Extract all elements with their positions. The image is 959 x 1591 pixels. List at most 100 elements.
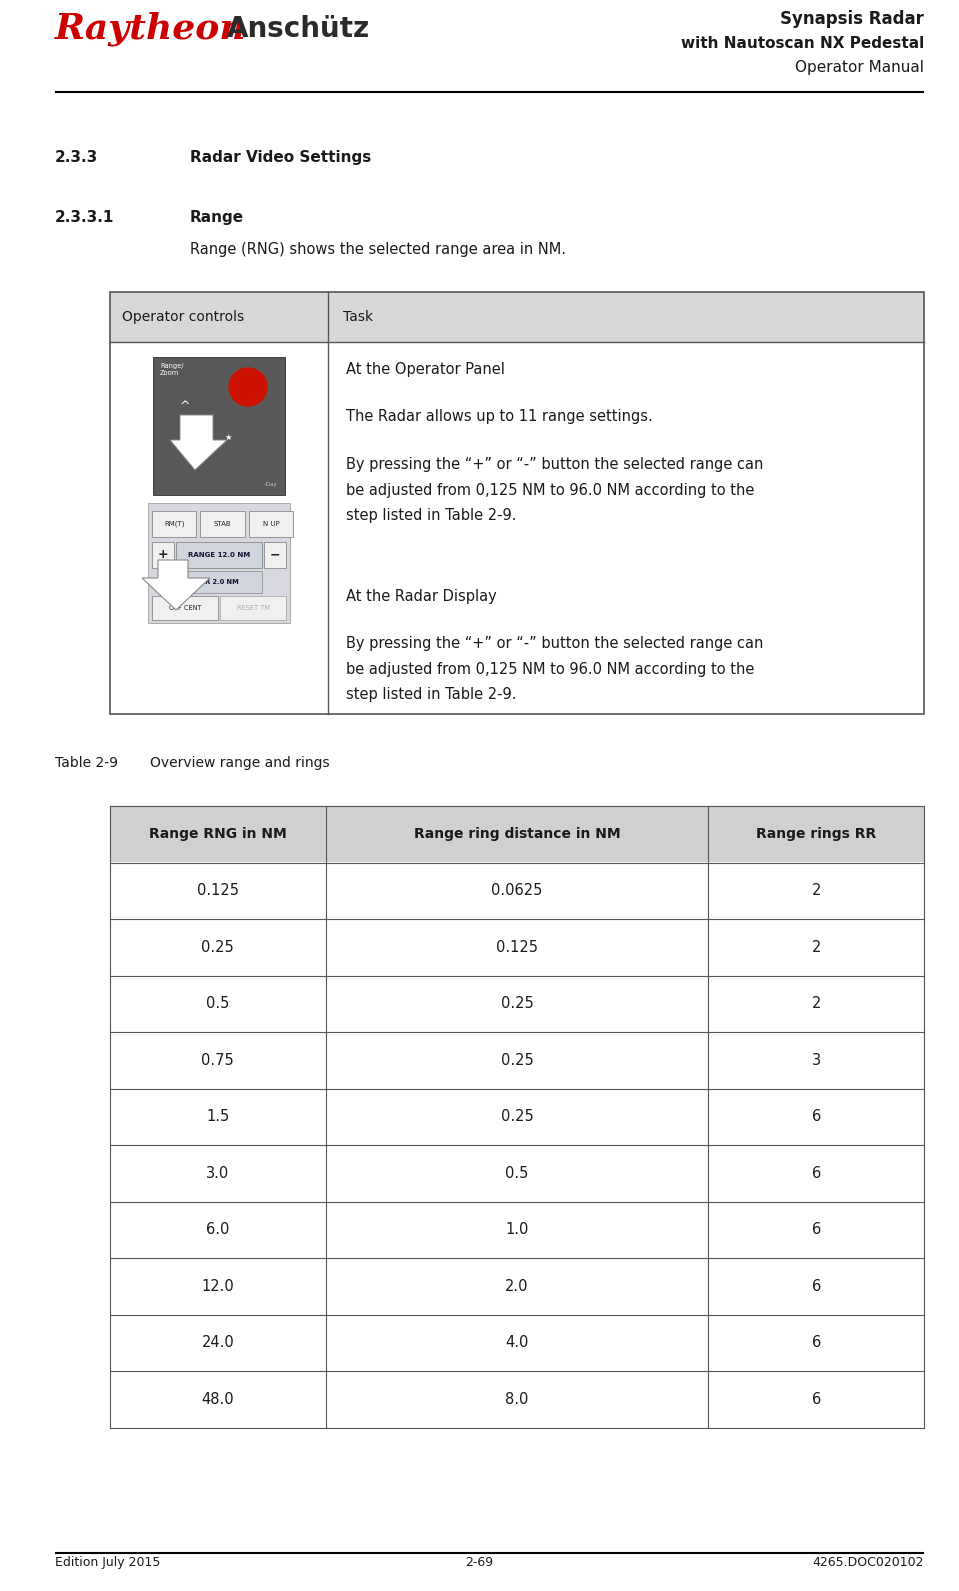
Text: 6.0: 6.0: [206, 1222, 229, 1238]
Text: Task: Task: [343, 310, 373, 325]
Text: 0.25: 0.25: [501, 1053, 533, 1068]
Text: 2: 2: [811, 996, 821, 1012]
Text: 2.3.3: 2.3.3: [55, 150, 98, 165]
Text: 2-69: 2-69: [465, 1556, 494, 1569]
Text: +: +: [157, 549, 169, 562]
Text: 6: 6: [811, 1109, 821, 1125]
Text: By pressing the “+” or “-” button the selected range can: By pressing the “+” or “-” button the se…: [346, 636, 763, 651]
Text: 0.5: 0.5: [206, 996, 229, 1012]
Bar: [152, 597, 218, 620]
Bar: [110, 862, 924, 920]
Text: 6: 6: [811, 1279, 821, 1293]
Text: Range/
Zoom: Range/ Zoom: [160, 363, 183, 375]
Text: 8.0: 8.0: [505, 1392, 528, 1406]
Bar: [152, 511, 197, 538]
Text: Raytheon: Raytheon: [55, 13, 246, 46]
Polygon shape: [170, 415, 227, 469]
Text: 2.3.3.1: 2.3.3.1: [55, 210, 114, 224]
Text: 0.25: 0.25: [501, 996, 533, 1012]
Text: ★: ★: [224, 433, 232, 441]
Bar: [110, 293, 924, 714]
Text: *: *: [182, 426, 187, 438]
Text: −: −: [269, 549, 280, 562]
Text: Operator Manual: Operator Manual: [795, 60, 924, 75]
Bar: [110, 1088, 924, 1146]
Text: 12.0: 12.0: [201, 1279, 234, 1293]
Text: 0.25: 0.25: [201, 940, 234, 955]
Text: Radar Video Settings: Radar Video Settings: [190, 150, 371, 165]
Bar: [153, 356, 285, 495]
Text: 3: 3: [811, 1053, 821, 1068]
Text: be adjusted from 0,125 NM to 96.0 NM according to the: be adjusted from 0,125 NM to 96.0 NM acc…: [346, 482, 755, 498]
Text: Range (RNG) shows the selected range area in NM.: Range (RNG) shows the selected range are…: [190, 242, 566, 258]
Text: Range: Range: [190, 210, 245, 224]
Bar: [152, 543, 174, 568]
Bar: [110, 1258, 924, 1314]
Text: 0.125: 0.125: [496, 940, 538, 955]
Bar: [110, 807, 924, 862]
Circle shape: [229, 368, 267, 406]
Bar: [220, 597, 286, 620]
Text: 6: 6: [811, 1335, 821, 1351]
Text: Synapsis Radar: Synapsis Radar: [780, 10, 924, 29]
Text: Range ring distance in NM: Range ring distance in NM: [413, 827, 620, 842]
Bar: [110, 920, 924, 975]
Text: Anschütz: Anschütz: [227, 14, 370, 43]
Text: Range RNG in NM: Range RNG in NM: [149, 827, 287, 842]
Bar: [328, 293, 924, 342]
Text: with Nautoscan NX Pedestal: with Nautoscan NX Pedestal: [681, 37, 924, 51]
Bar: [248, 511, 293, 538]
Text: N UP: N UP: [263, 520, 279, 527]
Bar: [200, 511, 245, 538]
Text: 6: 6: [811, 1222, 821, 1238]
Text: 24.0: 24.0: [201, 1335, 234, 1351]
Text: RESET TM: RESET TM: [237, 605, 269, 611]
Bar: [110, 293, 328, 342]
Bar: [110, 1371, 924, 1427]
Text: 1.5: 1.5: [206, 1109, 229, 1125]
Text: Operator controls: Operator controls: [122, 310, 245, 325]
Text: 3.0: 3.0: [206, 1166, 229, 1181]
Text: 4265.DOC020102: 4265.DOC020102: [812, 1556, 924, 1569]
Text: RANGE 12.0 NM: RANGE 12.0 NM: [188, 552, 250, 558]
Bar: [148, 503, 290, 624]
Bar: [110, 1033, 924, 1088]
Bar: [176, 571, 262, 593]
Text: By pressing the “+” or “-” button the selected range can: By pressing the “+” or “-” button the se…: [346, 457, 763, 473]
Text: OFF CENT: OFF CENT: [169, 605, 201, 611]
Text: 2.0: 2.0: [505, 1279, 528, 1293]
Text: 4.0: 4.0: [505, 1335, 528, 1351]
Text: Range rings RR: Range rings RR: [756, 827, 877, 842]
Text: be adjusted from 0,125 NM to 96.0 NM according to the: be adjusted from 0,125 NM to 96.0 NM acc…: [346, 662, 755, 676]
Text: 2: 2: [811, 883, 821, 899]
Text: step listed in Table 2-9.: step listed in Table 2-9.: [346, 687, 517, 702]
Text: Edition July 2015: Edition July 2015: [55, 1556, 160, 1569]
Bar: [264, 543, 286, 568]
Bar: [110, 1314, 924, 1371]
Text: 0.125: 0.125: [197, 883, 239, 899]
Bar: [110, 1201, 924, 1258]
Bar: [110, 1146, 924, 1201]
Text: v: v: [181, 450, 188, 460]
Bar: [110, 975, 924, 1033]
Polygon shape: [142, 560, 210, 609]
Text: STAB: STAB: [214, 520, 231, 527]
Text: 6: 6: [811, 1166, 821, 1181]
Text: Overview range and rings: Overview range and rings: [150, 756, 330, 770]
Text: 6: 6: [811, 1392, 821, 1406]
Text: At the Operator Panel: At the Operator Panel: [346, 363, 504, 377]
Text: 0.5: 0.5: [505, 1166, 528, 1181]
Text: The Radar allows up to 11 range settings.: The Radar allows up to 11 range settings…: [346, 409, 653, 425]
Text: RR 2.0 NM: RR 2.0 NM: [199, 579, 239, 585]
Bar: [176, 543, 262, 568]
Text: 48.0: 48.0: [201, 1392, 234, 1406]
Text: –Day: –Day: [264, 482, 277, 487]
Text: 0.0625: 0.0625: [491, 883, 543, 899]
Text: 2: 2: [811, 940, 821, 955]
Text: ^: ^: [179, 401, 190, 414]
Text: RM(T): RM(T): [164, 520, 184, 527]
Text: 1.0: 1.0: [505, 1222, 528, 1238]
Text: 0.75: 0.75: [201, 1053, 234, 1068]
Text: Table 2-9: Table 2-9: [55, 756, 118, 770]
Text: step listed in Table 2-9.: step listed in Table 2-9.: [346, 508, 517, 523]
